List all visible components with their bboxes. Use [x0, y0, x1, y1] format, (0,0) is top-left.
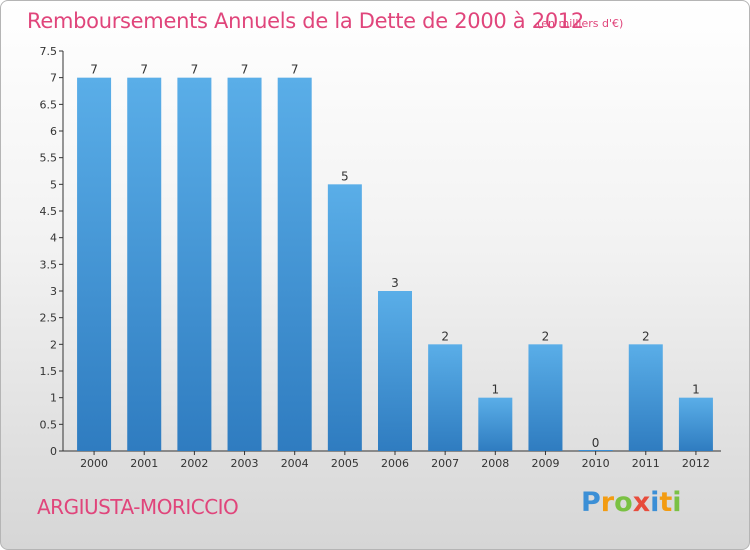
logo-letter: i [650, 487, 660, 518]
bar [177, 77, 212, 452]
proxiti-logo: Proxiti [581, 487, 682, 518]
data-label: 1 [491, 383, 499, 397]
y-tick-label: 4 [50, 232, 57, 245]
logo-letter: x [632, 487, 651, 518]
data-label: 7 [291, 63, 299, 77]
y-tick-label: 2.5 [40, 312, 58, 325]
data-label: 7 [241, 63, 249, 77]
data-label: 2 [642, 329, 650, 343]
y-tick-label: 7 [50, 72, 57, 85]
chart-unit: (en milliers d'€) [537, 17, 624, 30]
data-label: 7 [140, 63, 148, 77]
x-tick-label: 2010 [582, 457, 610, 470]
logo-letter: o [614, 487, 633, 518]
y-tick-label: 7.5 [40, 45, 58, 58]
y-tick-label: 1.5 [40, 365, 58, 378]
logo-letter: t [659, 487, 673, 518]
bar [127, 77, 162, 452]
bar [77, 77, 112, 452]
bar [428, 344, 463, 451]
chart-title: Remboursements Annuels de la Dette de 20… [27, 9, 584, 33]
y-tick-label: 1 [50, 392, 57, 405]
data-label: 2 [542, 329, 550, 343]
bar [528, 344, 563, 451]
data-label: 0 [592, 436, 600, 450]
x-tick-label: 2006 [381, 457, 409, 470]
bar [378, 291, 412, 451]
logo-letter: r [600, 487, 615, 518]
data-label: 2 [441, 329, 449, 343]
bar [678, 397, 713, 451]
y-tick-label: 5.5 [40, 152, 58, 165]
y-tick-label: 6 [50, 125, 57, 138]
data-label: 7 [191, 63, 199, 77]
bar [578, 450, 613, 451]
data-label: 3 [391, 276, 399, 290]
x-tick-label: 2011 [632, 457, 660, 470]
x-tick-label: 2001 [130, 457, 158, 470]
y-tick-label: 6.5 [40, 98, 58, 111]
y-tick-label: 0.5 [40, 418, 58, 431]
data-label: 1 [692, 383, 700, 397]
x-tick-label: 2007 [431, 457, 459, 470]
y-tick-label: 2 [50, 338, 57, 351]
y-tick-label: 3 [50, 285, 57, 298]
x-tick-label: 2005 [331, 457, 359, 470]
x-tick-label: 2000 [80, 457, 108, 470]
x-tick-label: 2009 [531, 457, 559, 470]
y-tick-label: 3.5 [40, 258, 58, 271]
bar [327, 184, 362, 452]
bar [277, 77, 312, 452]
data-label: 5 [341, 169, 349, 183]
x-tick-label: 2004 [281, 457, 309, 470]
x-tick-label: 2003 [231, 457, 259, 470]
logo-letter: i [672, 487, 682, 518]
logo-letter: P [581, 487, 601, 518]
y-tick-label: 5 [50, 178, 57, 191]
bar [478, 397, 513, 451]
bar [628, 344, 663, 451]
y-tick-label: 4.5 [40, 205, 58, 218]
y-tick-label: 0 [50, 445, 57, 458]
x-tick-label: 2002 [180, 457, 208, 470]
bar [227, 77, 262, 452]
x-tick-label: 2008 [481, 457, 509, 470]
x-tick-label: 2012 [682, 457, 710, 470]
commune-name: ARGIUSTA-MORICCIO [37, 495, 239, 519]
data-label: 7 [90, 63, 98, 77]
